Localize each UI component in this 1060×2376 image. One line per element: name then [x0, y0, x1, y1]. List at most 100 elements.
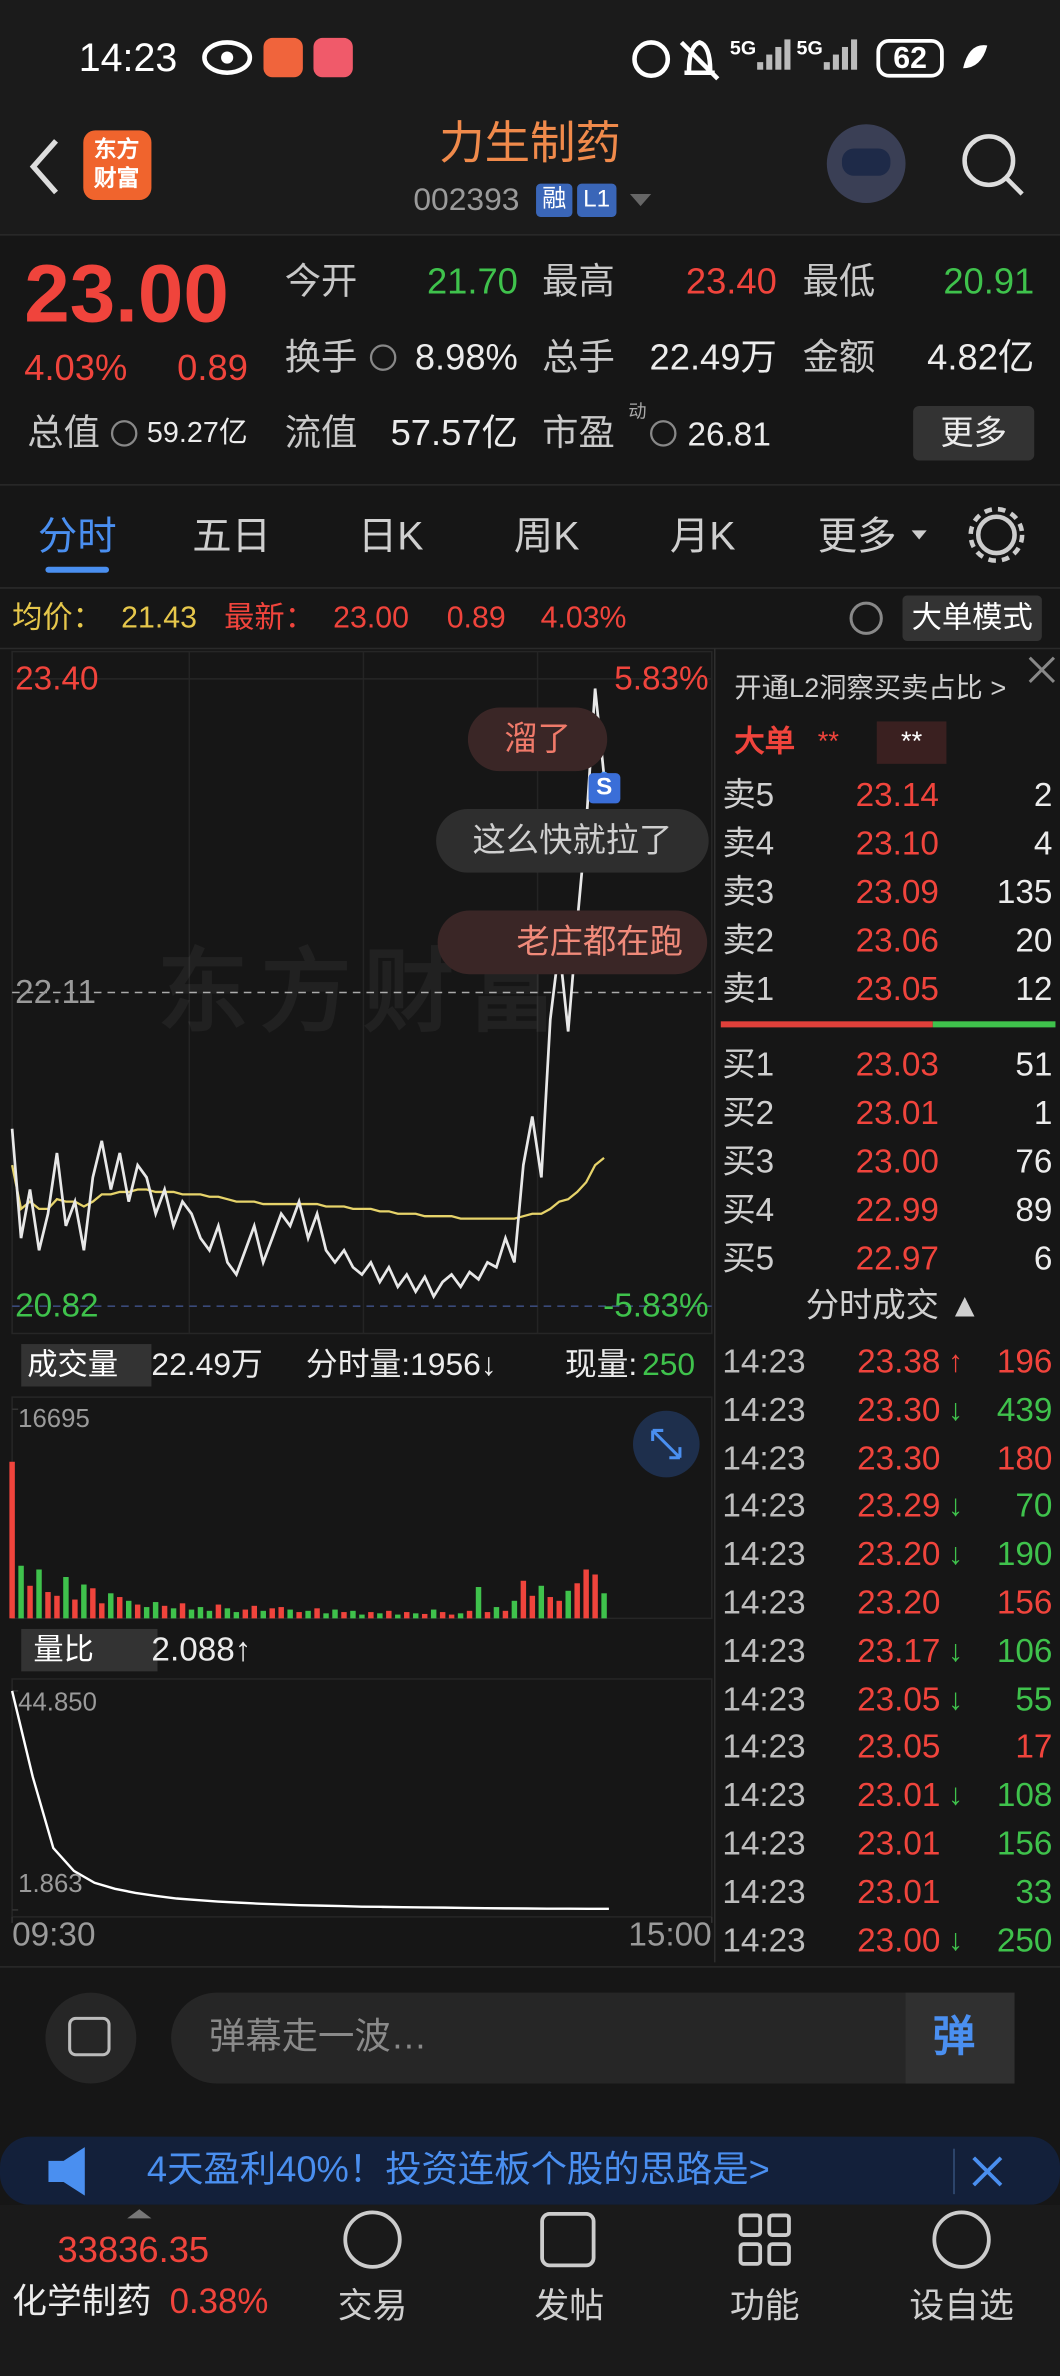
volume-bar — [90, 1588, 96, 1619]
mute-icon — [679, 40, 720, 81]
signal-bar — [841, 46, 849, 70]
field-label: 金额 — [802, 337, 876, 379]
back-icon[interactable] — [29, 139, 59, 195]
volume-bar — [81, 1584, 87, 1619]
field-label: 最低 — [802, 261, 876, 303]
label-button[interactable]: 成交量 — [21, 1344, 152, 1387]
big-order-label: 大单 — [734, 725, 796, 760]
network-label: 5G — [729, 36, 757, 59]
tab[interactable]: 周K — [513, 513, 580, 559]
order-label: 买2 — [722, 1093, 775, 1132]
volume-bar — [27, 1585, 33, 1619]
search-icon[interactable] — [962, 134, 1016, 188]
music-icon — [313, 37, 353, 78]
send-button[interactable] — [905, 1992, 1015, 2084]
trades-title: 分时成交 ▲ — [805, 1286, 982, 1325]
volume-bar — [99, 1603, 105, 1619]
trade-time: 14:23 — [722, 1486, 806, 1525]
order-price: 22.99 — [855, 1190, 939, 1229]
nav-label[interactable]: 交易 — [337, 2285, 408, 2326]
trade-arrow: ↓ — [947, 1779, 964, 1813]
trade-time: 14:23 — [722, 1535, 806, 1574]
trade-arrow: ↓ — [947, 1634, 964, 1669]
field-value: 22.49万 — [649, 337, 777, 379]
order-price: 23.01 — [855, 1093, 939, 1132]
logo-badge — [83, 130, 152, 201]
order-label: 卖2 — [722, 921, 775, 960]
trade-arrow: ↑ — [947, 1345, 964, 1379]
tab[interactable]: 更多 — [817, 513, 897, 559]
settings-icon[interactable] — [975, 514, 1017, 556]
field-label: 市盈 — [542, 413, 615, 455]
trade-qty: 180 — [996, 1438, 1053, 1477]
trade-arrow: ↓ — [947, 1682, 964, 1717]
field-label: 今开 — [284, 261, 358, 303]
volume-bar — [404, 1612, 410, 1619]
avg-label: 均价： — [12, 601, 103, 635]
trade-time: 14:23 — [722, 1727, 806, 1766]
function-icon[interactable] — [738, 2213, 763, 2237]
close-icon[interactable] — [972, 2156, 1003, 2187]
volume-bar — [278, 1607, 284, 1619]
nav-label[interactable]: 发帖 — [534, 2285, 605, 2326]
avg-value: 21.43 — [121, 601, 197, 635]
label-button[interactable]: 量比 — [21, 1628, 158, 1672]
watchlist-icon[interactable] — [932, 2210, 991, 2269]
volume-bar — [430, 1609, 437, 1619]
eye-icon — [202, 40, 253, 76]
order-qty: 4 — [1033, 824, 1053, 863]
bid-bar — [932, 1021, 1056, 1028]
help-icon[interactable] — [849, 601, 883, 635]
order-label: 买4 — [722, 1190, 775, 1229]
ask-bar — [720, 1021, 933, 1028]
mode-button[interactable]: 大单模式 — [902, 595, 1042, 641]
function-icon — [738, 2242, 763, 2266]
close-icon[interactable] — [1028, 656, 1056, 683]
nav-label[interactable]: 设自选 — [909, 2285, 1014, 2326]
tab[interactable]: 分时 — [37, 513, 117, 559]
trade-price: 23.29 — [857, 1486, 941, 1525]
l2-promo[interactable]: 开通L2洞察买卖占比 > — [734, 672, 1007, 704]
tab[interactable]: 月K — [669, 513, 736, 559]
menu-button[interactable] — [45, 1992, 137, 2084]
ratio-line — [10, 1690, 609, 1911]
field-label: 最高 — [542, 261, 615, 303]
comment-input[interactable] — [171, 1992, 1015, 2084]
order-qty: 12 — [1015, 969, 1053, 1008]
tab[interactable]: 日K — [357, 513, 424, 559]
volume-bar — [556, 1600, 562, 1619]
nav-label[interactable]: 功能 — [729, 2285, 800, 2326]
volume-bar — [45, 1592, 51, 1619]
trade-price: 23.00 — [857, 1920, 941, 1959]
volume-bar — [341, 1612, 347, 1619]
trade-icon[interactable] — [343, 2210, 402, 2269]
signal-bar — [823, 62, 830, 70]
trade-price: 23.05 — [857, 1727, 941, 1766]
trade-arrow: ↓ — [947, 1538, 964, 1572]
trade-qty: 33 — [1015, 1872, 1053, 1911]
volume-bar — [63, 1577, 69, 1619]
dropdown-icon — [911, 530, 927, 540]
volume-bar — [332, 1609, 338, 1619]
trade-qty: 196 — [996, 1342, 1053, 1381]
more-button[interactable]: 更多 — [913, 405, 1035, 461]
banner[interactable] — [0, 2136, 1060, 2205]
info-icon — [110, 420, 138, 447]
tab[interactable]: 五日 — [192, 513, 272, 559]
send-button-label[interactable]: 弹 — [932, 2013, 976, 2061]
volume-bar — [18, 1565, 24, 1619]
dropdown-icon[interactable] — [629, 193, 652, 207]
tag: L1 — [577, 183, 617, 217]
trade-qty: 190 — [996, 1535, 1053, 1574]
trade-price: 23.05 — [857, 1679, 941, 1718]
trade-price: 23.01 — [857, 1776, 941, 1814]
danmaku: 溜了 — [467, 707, 608, 772]
banner-text[interactable]: 4天盈利40%！投资连板个股的思路是> — [146, 2149, 770, 2191]
post-icon[interactable] — [540, 2211, 596, 2268]
trade-time: 14:23 — [722, 1583, 806, 1622]
status-time: 14:23 — [78, 34, 178, 80]
trade-time: 14:23 — [722, 1631, 806, 1670]
megaphone-icon — [48, 2147, 85, 2196]
order-label: 卖5 — [722, 775, 775, 814]
trade-time: 14:23 — [722, 1920, 806, 1959]
